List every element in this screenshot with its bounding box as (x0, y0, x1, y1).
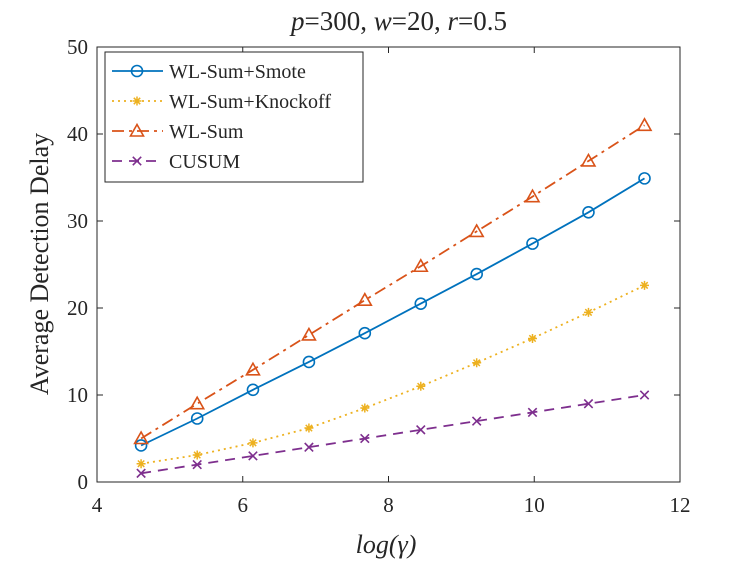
x-tick-label: 10 (524, 493, 545, 517)
data-point (248, 438, 258, 448)
legend-label: WL-Sum (169, 121, 244, 143)
data-point (358, 326, 372, 340)
data-point (356, 292, 373, 306)
data-point (360, 433, 370, 444)
data-point (301, 326, 317, 341)
data-point (528, 333, 538, 343)
chart-title: p=300, w=20, r=0.5 (289, 6, 507, 36)
data-point (524, 188, 541, 203)
series-line (140, 284, 645, 465)
series-wl-sum-knockoff (136, 280, 650, 469)
data-point (583, 398, 594, 409)
x-tick-label: 12 (670, 493, 691, 517)
data-point (580, 152, 597, 167)
data-point (302, 355, 316, 369)
data-point (472, 358, 482, 368)
data-point (416, 425, 426, 435)
series-line (140, 394, 645, 475)
data-point (192, 459, 202, 470)
series-line (140, 124, 645, 440)
data-point (582, 206, 595, 219)
x-tick-label: 4 (92, 493, 103, 517)
series-line (140, 177, 645, 447)
data-point (639, 390, 650, 400)
x-axis-label: log(γ) (356, 530, 417, 559)
legend-entry: WL-Sum+Smote (112, 61, 306, 83)
series-cusum (136, 390, 650, 479)
data-point (360, 403, 370, 413)
data-point (527, 407, 538, 418)
y-tick-label: 0 (78, 470, 89, 494)
data-point (304, 442, 314, 452)
series-wl-sum-smote (134, 172, 651, 452)
legend: WL-Sum+Smote WL-Sum+Knockoff WL-Sum CUSUM (104, 51, 364, 183)
data-point (133, 430, 149, 445)
legend-marker (132, 96, 142, 106)
legend-marker (130, 64, 144, 78)
legend-label: WL-Sum+Smote (169, 61, 306, 83)
data-point (189, 395, 206, 410)
y-tick-label: 10 (67, 383, 88, 407)
legend-entry: CUSUM (112, 151, 240, 173)
y-tick-label: 30 (67, 209, 88, 233)
title-part: w (374, 6, 392, 36)
data-point (248, 451, 258, 461)
y-tick-label: 40 (67, 122, 88, 146)
legend-entry: WL-Sum+Knockoff (112, 91, 331, 113)
x-tick-label: 8 (383, 493, 394, 517)
title-part: p (289, 6, 305, 36)
title-part: =0.5 (458, 6, 507, 36)
data-point (136, 459, 146, 469)
legend-entry: WL-Sum (112, 121, 244, 143)
axes-frame (96, 46, 681, 483)
title-part: r (447, 6, 458, 36)
legend-marker (132, 156, 142, 166)
data-point (416, 381, 426, 391)
data-point (636, 117, 653, 132)
data-point (583, 307, 593, 317)
x-tick-label: 6 (238, 493, 249, 517)
data-point (640, 280, 650, 290)
data-point (192, 450, 202, 460)
y-tick-label: 50 (67, 35, 88, 59)
data-point (470, 267, 483, 281)
data-point (190, 412, 204, 425)
legend-label: CUSUM (169, 151, 240, 173)
title-part: =20, (392, 6, 448, 36)
data-point (468, 223, 485, 238)
series-wl-sum (133, 117, 653, 445)
y-tick-label: 20 (67, 296, 88, 320)
data-point (638, 172, 651, 185)
data-point (526, 237, 539, 250)
data-point (412, 258, 429, 273)
data-point (136, 468, 146, 479)
y-axis-label: Average Detection Delay (25, 133, 54, 395)
data-point (414, 297, 428, 310)
legend-marker (129, 122, 145, 137)
data-point (245, 361, 261, 376)
title-part: =300, (305, 6, 374, 36)
data-point (304, 423, 314, 433)
data-point (471, 416, 482, 426)
data-point (134, 439, 148, 452)
data-point (246, 383, 260, 397)
legend-label: WL-Sum+Knockoff (169, 91, 331, 113)
